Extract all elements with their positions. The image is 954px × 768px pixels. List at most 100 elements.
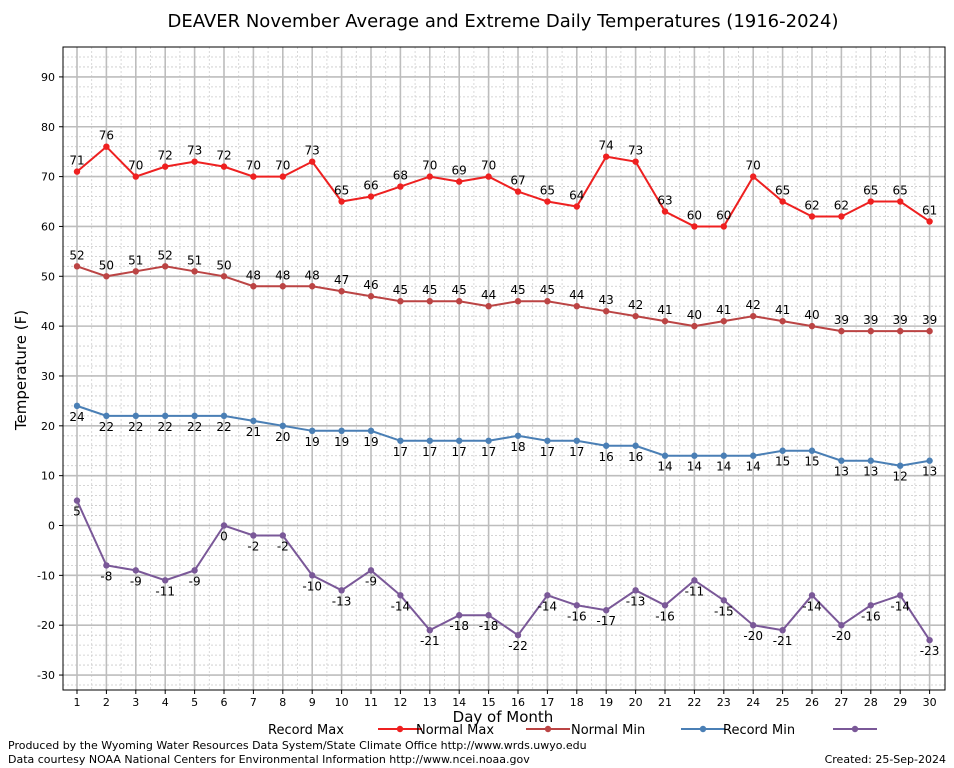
data-point-record-min bbox=[426, 626, 433, 634]
data-label-record-min: -11 bbox=[685, 584, 705, 598]
data-point-normal-min bbox=[132, 412, 139, 420]
x-tick-label: 24 bbox=[746, 696, 760, 709]
legend-marker-record-max bbox=[396, 725, 404, 733]
y-tick-label: 10 bbox=[41, 470, 55, 483]
data-label-normal-max: 52 bbox=[69, 248, 84, 262]
legend: Record Max Normal Max Normal Min Record Min bbox=[268, 723, 877, 738]
data-point-record-min bbox=[309, 572, 316, 579]
data-label-record-min: 0 bbox=[220, 530, 228, 544]
data-label-record-max: 62 bbox=[834, 198, 849, 212]
data-point-record-max bbox=[279, 173, 286, 180]
data-label-normal-max: 45 bbox=[422, 283, 437, 297]
data-label-normal-max: 50 bbox=[99, 258, 114, 272]
data-label-normal-max: 51 bbox=[128, 253, 143, 267]
data-label-normal-max: 48 bbox=[275, 268, 290, 282]
data-label-record-max: 73 bbox=[187, 144, 202, 158]
x-tick-label: 9 bbox=[309, 696, 316, 709]
x-tick-label: 4 bbox=[162, 696, 169, 709]
data-point-normal-min bbox=[250, 417, 257, 425]
data-label-record-min: -23 bbox=[920, 644, 940, 658]
data-point-normal-min bbox=[338, 427, 345, 435]
data-label-record-max: 62 bbox=[804, 198, 819, 212]
data-point-record-max bbox=[456, 178, 463, 185]
data-label-normal-max: 51 bbox=[187, 253, 202, 267]
data-label-record-min: -20 bbox=[743, 629, 763, 643]
data-point-normal-max bbox=[162, 263, 169, 270]
data-point-record-min bbox=[191, 567, 198, 574]
data-label-record-max: 70 bbox=[481, 159, 496, 173]
data-point-record-max bbox=[632, 158, 639, 165]
data-point-normal-min bbox=[691, 452, 698, 459]
data-point-normal-max bbox=[367, 293, 375, 300]
data-label-normal-max: 39 bbox=[893, 313, 908, 327]
series-line-record-max bbox=[76, 145, 931, 228]
data-point-normal-min bbox=[162, 412, 169, 420]
data-label-record-min: -21 bbox=[773, 634, 793, 648]
data-label-record-max: 65 bbox=[893, 184, 908, 198]
data-point-normal-max bbox=[485, 302, 492, 310]
data-label-normal-min: 13 bbox=[863, 465, 878, 479]
data-point-normal-min bbox=[808, 447, 816, 454]
series-record-min: 5 -8 -9 -11 -9 0 -2 -2 -10 -13 -9 -14 -21 -18 -18 -22 -1… bbox=[73, 497, 939, 658]
data-point-record-min bbox=[720, 597, 727, 604]
data-label-record-min: 5 bbox=[73, 505, 81, 519]
data-point-normal-min bbox=[220, 412, 228, 420]
data-point-normal-min bbox=[838, 457, 845, 464]
data-point-record-max bbox=[897, 198, 904, 205]
data-point-record-max bbox=[338, 198, 345, 205]
y-axis-ticks: -30 -20 -10 0 10 20 30 40 50 60 70 80 90 bbox=[37, 71, 63, 682]
data-point-normal-min bbox=[926, 457, 933, 464]
data-point-normal-max bbox=[720, 317, 727, 325]
data-point-normal-max bbox=[250, 283, 257, 290]
data-point-record-min bbox=[397, 592, 404, 599]
data-label-normal-min: 22 bbox=[216, 420, 231, 434]
data-label-normal-max: 42 bbox=[746, 298, 761, 312]
data-point-record-max bbox=[838, 213, 845, 220]
x-tick-label: 8 bbox=[279, 696, 286, 709]
data-label-record-max: 72 bbox=[158, 149, 173, 163]
data-point-record-min bbox=[132, 567, 139, 574]
data-point-record-min bbox=[73, 497, 81, 504]
data-point-normal-max bbox=[808, 322, 816, 330]
data-label-normal-max: 41 bbox=[716, 303, 731, 317]
data-label-normal-min: 14 bbox=[716, 460, 731, 474]
plot-background bbox=[63, 47, 945, 690]
data-label-normal-min: 15 bbox=[804, 455, 819, 469]
data-point-normal-min bbox=[456, 437, 463, 444]
x-tick-label: 3 bbox=[132, 696, 139, 709]
x-tick-label: 2 bbox=[103, 696, 110, 709]
y-tick-label: 50 bbox=[41, 270, 55, 283]
data-point-normal-max bbox=[103, 273, 110, 280]
series-normal-min: 24 22 22 22 22 22 21 20 19 19 19 17 17 17 17 18 17 17 16 16… bbox=[69, 402, 937, 484]
data-label-record-min: -14 bbox=[890, 599, 910, 613]
data-point-normal-min bbox=[867, 457, 874, 464]
data-label-record-min: -16 bbox=[861, 609, 881, 623]
data-label-record-min: -14 bbox=[538, 599, 558, 613]
x-tick-label: 6 bbox=[221, 696, 228, 709]
data-point-normal-max bbox=[514, 298, 522, 305]
y-axis-label: Temperature (F) bbox=[12, 310, 30, 431]
data-point-record-max bbox=[485, 173, 492, 180]
data-point-record-min bbox=[279, 532, 286, 539]
data-point-record-min bbox=[103, 562, 110, 569]
x-tick-label: 22 bbox=[687, 696, 701, 709]
data-label-normal-min: 17 bbox=[540, 445, 555, 459]
legend-item-record-min: Record Min bbox=[723, 723, 877, 738]
legend-label-record-min: Record Min bbox=[723, 723, 795, 738]
x-axis-label: Day of Month bbox=[453, 708, 554, 726]
data-point-normal-max bbox=[573, 302, 580, 310]
data-point-record-min bbox=[632, 587, 639, 594]
data-label-normal-min: 18 bbox=[510, 440, 525, 454]
data-label-normal-max: 45 bbox=[393, 283, 408, 297]
data-label-normal-max: 39 bbox=[834, 313, 849, 327]
data-point-normal-max bbox=[632, 312, 639, 320]
data-label-record-min: -18 bbox=[449, 619, 469, 633]
data-point-record-max bbox=[779, 198, 786, 205]
data-point-normal-max bbox=[897, 327, 904, 335]
data-point-normal-min bbox=[603, 442, 610, 449]
data-point-record-min bbox=[808, 592, 816, 599]
data-label-record-max: 64 bbox=[569, 189, 584, 203]
data-label-normal-min: 12 bbox=[893, 470, 908, 484]
data-point-record-max bbox=[426, 173, 433, 180]
data-point-normal-min bbox=[661, 452, 669, 459]
